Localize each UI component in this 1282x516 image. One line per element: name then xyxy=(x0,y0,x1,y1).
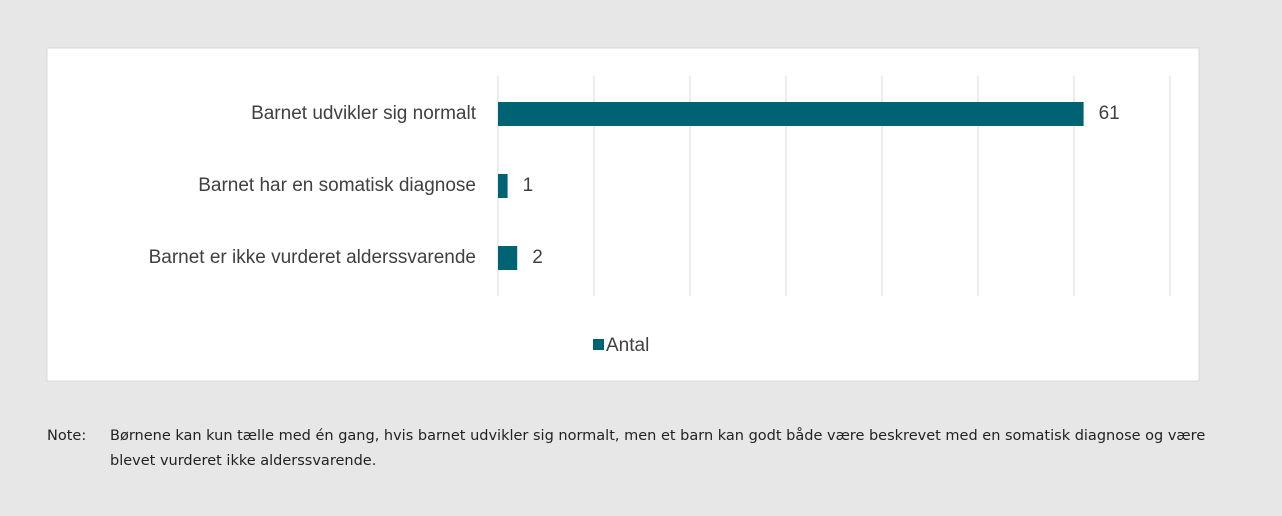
bar xyxy=(498,102,1084,126)
y-tick-label: Barnet har en somatisk diagnose xyxy=(198,175,476,196)
y-tick-label: Barnet udvikler sig normalt xyxy=(251,103,477,124)
legend-label: Antal xyxy=(606,335,649,356)
chart-area xyxy=(46,47,1200,382)
value-label: 61 xyxy=(1099,103,1120,124)
note: Note: Børnene kan kun tælle med én gang,… xyxy=(47,424,1227,474)
note-text: Børnene kan kun tælle med én gang, hvis … xyxy=(110,428,1206,469)
note-label: Note: xyxy=(47,428,87,444)
bar xyxy=(498,174,508,198)
bar xyxy=(498,246,518,270)
value-label: 1 xyxy=(523,175,534,196)
y-tick-label: Barnet er ikke vurderet alderssvarende xyxy=(149,247,476,268)
value-label: 2 xyxy=(532,247,543,268)
legend-swatch xyxy=(593,339,604,350)
